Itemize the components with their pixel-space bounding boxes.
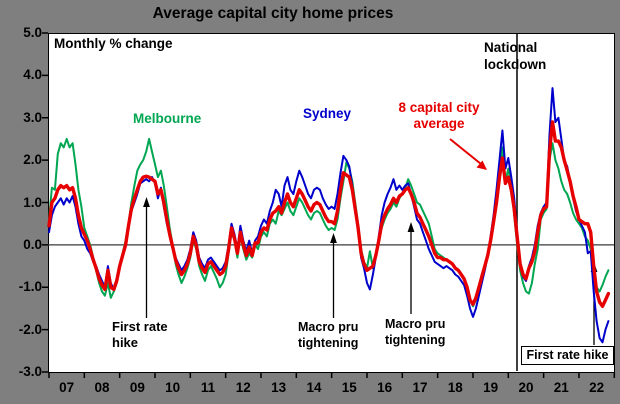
- x-axis-label: 21: [553, 380, 569, 395]
- x-axis-label: 22: [589, 380, 605, 395]
- y-axis-label: 2.0: [23, 152, 42, 168]
- x-axis-label: 08: [94, 380, 110, 395]
- x-axis-label: 17: [412, 380, 428, 395]
- legend-label-average-line2: average: [413, 116, 465, 131]
- x-axis-label: 13: [271, 380, 287, 395]
- x-axis-label: 16: [377, 380, 393, 395]
- x-axis-label: 09: [129, 380, 145, 395]
- x-axis-label: 12: [235, 380, 251, 395]
- x-axis-label: 15: [341, 380, 357, 395]
- legend-label-sydney: Sydney: [303, 106, 352, 121]
- annotation-first-rate-hike-2009: First rate hike: [112, 319, 168, 350]
- legend-label-average-line1: 8 capital city: [398, 100, 480, 115]
- x-axis-label: 19: [483, 380, 499, 395]
- x-axis-label: 18: [447, 380, 463, 395]
- y-axis-label: -1.0: [18, 279, 42, 295]
- legend-label-melbourne: Melbourne: [133, 111, 202, 126]
- y-axis-unit-note: Monthly % change: [54, 36, 173, 51]
- chart-title: Average capital city home prices: [152, 5, 394, 22]
- x-axis-label: 10: [165, 380, 181, 395]
- y-axis-label: 1.0: [23, 194, 42, 210]
- annotation-macro-pru-2015: Macro pru tightening: [298, 320, 359, 350]
- y-axis-label: 3.0: [23, 109, 42, 125]
- legend-label-average: 8 capital city average: [383, 100, 495, 132]
- y-axis-label: -2.0: [18, 321, 42, 337]
- x-axis-label: 07: [59, 380, 75, 395]
- y-axis-label: -3.0: [18, 364, 42, 379]
- x-axis-label: 11: [200, 380, 216, 395]
- annotation-macro-pru-2017: Macro pru tightening: [385, 317, 446, 347]
- y-axis-label: 0.0: [23, 236, 42, 252]
- y-axis-label: 4.0: [23, 67, 42, 83]
- x-axis-label: 14: [306, 380, 322, 395]
- annotation-first-rate-hike-2022: First rate hike: [521, 346, 614, 365]
- y-axis-label: 5.0: [23, 25, 42, 40]
- x-axis-label: 20: [518, 380, 534, 395]
- annotation-national-lockdown: National lockdown: [484, 40, 547, 72]
